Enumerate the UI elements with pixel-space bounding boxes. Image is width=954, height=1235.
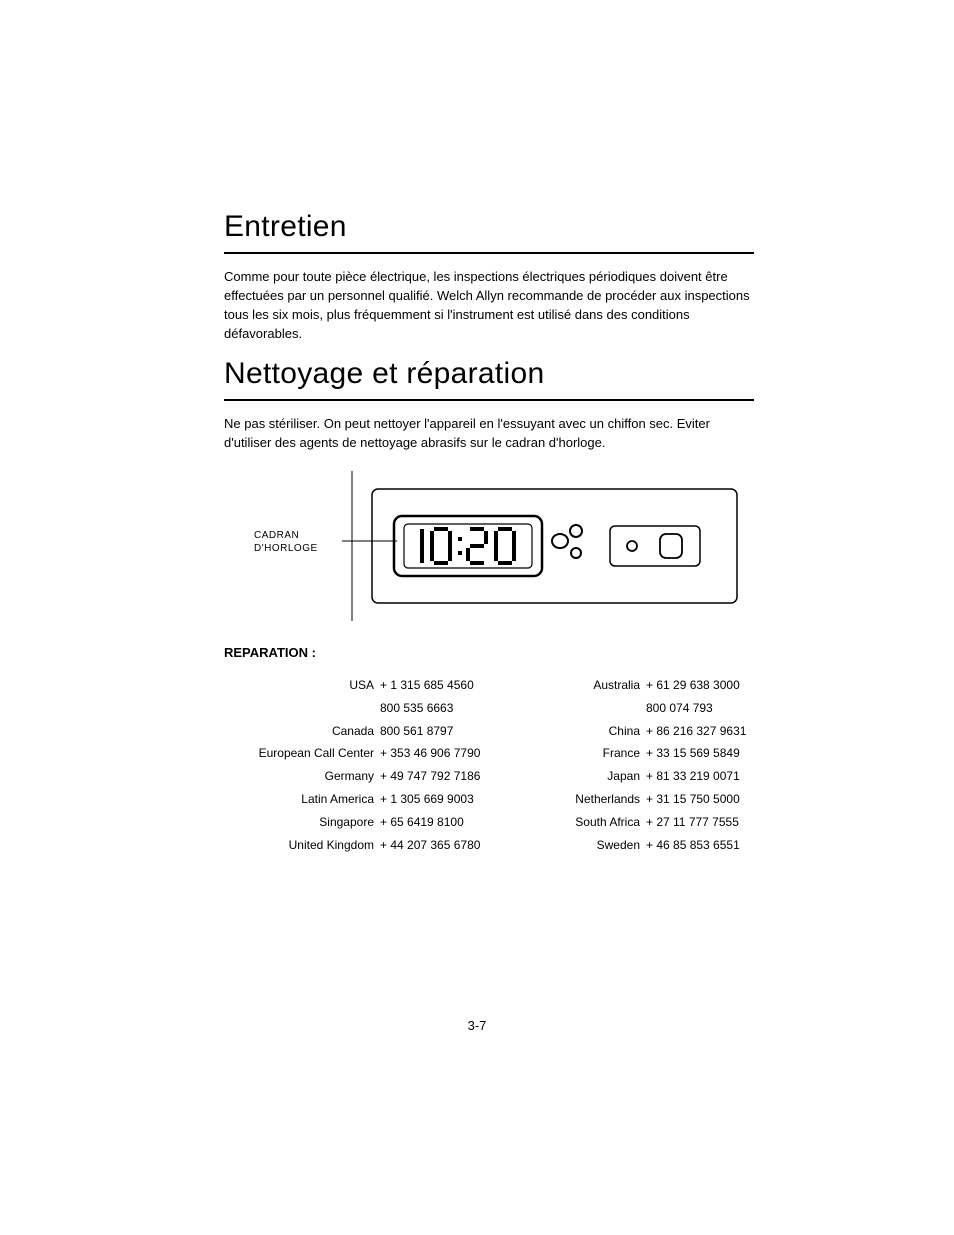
figure-label-line2: D'HORLOGE <box>254 543 318 554</box>
paragraph-entretien: Comme pour toute pièce électrique, les i… <box>224 268 754 343</box>
paragraph-nettoyage: Ne pas stériliser. On peut nettoyer l'ap… <box>224 415 754 453</box>
contact-phones: + 86 216 327 9631 <box>646 720 786 743</box>
contact-country: Japan <box>490 765 640 788</box>
contact-country: Netherlands <box>490 788 640 811</box>
contact-phones: + 46 85 853 6551 <box>646 834 786 857</box>
contacts-right-column: Australia+ 61 29 638 3000800 074 793 Chin… <box>490 674 786 856</box>
contact-country: Sweden <box>490 834 640 857</box>
contact-phones: + 33 15 569 5849 <box>646 742 786 765</box>
reparation-heading: REPARATION : <box>224 645 754 660</box>
rule <box>224 399 754 401</box>
contact-phones: + 31 15 750 5000 <box>646 788 786 811</box>
contact-phones: + 61 29 638 3000800 074 793 <box>646 674 786 720</box>
contact-country: Germany <box>224 765 374 788</box>
contact-country: United Kingdom <box>224 834 374 857</box>
clock-figure: CADRAN D'HORLOGE <box>224 471 754 621</box>
heading-nettoyage: Nettoyage et réparation <box>224 357 754 391</box>
figure-label-line1: CADRAN <box>254 530 299 541</box>
rule <box>224 252 754 254</box>
contact-country: South Africa <box>490 811 640 834</box>
contact-country: Latin America <box>224 788 374 811</box>
heading-entretien: Entretien <box>224 210 754 244</box>
contact-country: Australia <box>490 674 640 720</box>
contacts-left-column: USA+ 1 315 685 4560800 535 6663Canada800… <box>224 674 520 856</box>
contact-country: Singapore <box>224 811 374 834</box>
contact-country: European Call Center <box>224 742 374 765</box>
page-number: 3-7 <box>0 1018 954 1033</box>
contact-country: USA <box>224 674 374 720</box>
contacts-table: USA+ 1 315 685 4560800 535 6663Canada800… <box>224 674 754 856</box>
contact-country: China <box>490 720 640 743</box>
clock-diagram-icon <box>342 471 742 621</box>
figure-label: CADRAN D'HORLOGE <box>254 529 318 555</box>
contact-country: France <box>490 742 640 765</box>
contact-phones: + 81 33 219 0071 <box>646 765 786 788</box>
contact-country: Canada <box>224 720 374 743</box>
contact-phones: + 27 11 777 7555 <box>646 811 786 834</box>
document-page: Entretien Comme pour toute pièce électri… <box>224 210 754 856</box>
